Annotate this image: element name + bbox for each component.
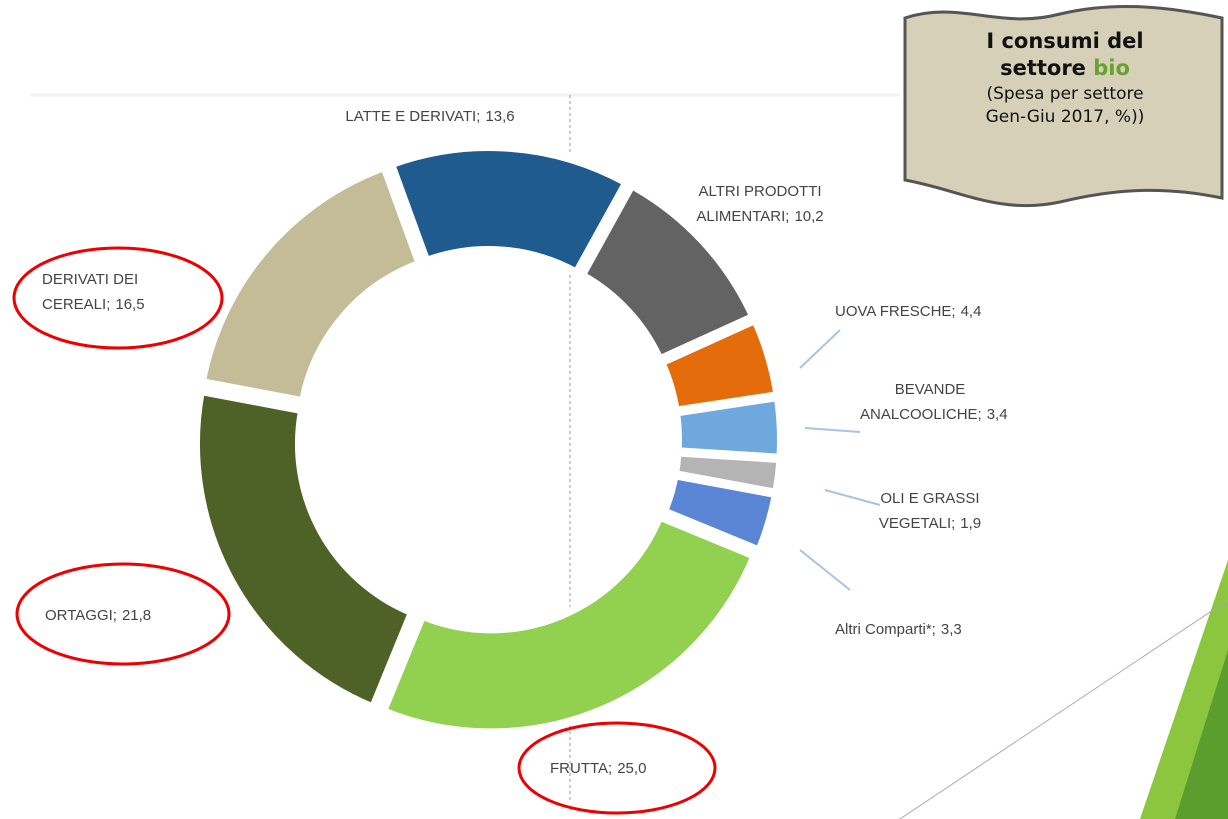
donut-segment	[191, 386, 418, 713]
category-label: DERIVATI DEI CEREALI;	[42, 271, 139, 313]
donut-segment	[671, 392, 785, 463]
highlight-ellipse	[517, 721, 717, 815]
value-label: 3,4	[986, 405, 1008, 423]
leader-line	[799, 329, 841, 369]
title-line: settore bio	[905, 55, 1225, 82]
value-label: 1,9	[960, 514, 982, 532]
decor-line	[899, 599, 1228, 819]
category-label: ALTRI PRODOTTI ALIMENTARI;	[696, 183, 822, 225]
annotations	[12, 246, 717, 815]
data-label: Altri Comparti*; 3,3	[835, 618, 1035, 643]
value-label: 13,6	[485, 108, 515, 125]
leader-lines	[799, 329, 881, 591]
value-label: 21,8	[121, 607, 152, 624]
value-label: 10,2	[794, 207, 824, 225]
value-label: 4,4	[960, 303, 982, 320]
value-label: 25,0	[617, 760, 647, 777]
category-label: OLI E GRASSI VEGETALI;	[878, 490, 980, 532]
title-box	[903, 4, 1224, 208]
title-highlight: bio	[1093, 56, 1130, 81]
data-label: OLI E GRASSI VEGETALI; 1,9	[860, 487, 1000, 537]
donut-segment	[658, 470, 781, 556]
decor-triangle	[1175, 650, 1228, 819]
data-label: ORTAGGI; 21,8	[45, 604, 225, 629]
donut-segment	[197, 161, 425, 406]
data-label: ALTRI PRODOTTI ALIMENTARI; 10,2	[655, 180, 865, 230]
category-label: FRUTTA;	[550, 760, 613, 777]
value-label: 3,3	[940, 621, 962, 638]
category-label: LATTE E DERIVATI;	[345, 108, 481, 125]
leader-line	[804, 427, 861, 433]
data-label: DERIVATI DEI CEREALI; 16,5	[42, 268, 202, 318]
category-label: BEVANDE ANALCOOLICHE;	[860, 381, 982, 423]
leader-line	[799, 549, 851, 591]
data-label: LATTE E DERIVATI; 13,6	[330, 105, 530, 130]
category-label: ORTAGGI;	[45, 607, 117, 624]
data-label: UOVA FRESCHE; 4,4	[835, 300, 1025, 325]
highlight-ellipse	[15, 562, 231, 666]
title: I consumi del	[986, 29, 1144, 53]
value-label: 16,5	[115, 295, 145, 313]
donut-segment	[386, 143, 632, 279]
category-label: UOVA FRESCHE;	[835, 303, 956, 320]
category-label: Altri Comparti*;	[835, 621, 936, 638]
donut-segment	[377, 511, 760, 737]
title-box-text: I consumi del settore bio (Spesa per set…	[905, 28, 1225, 208]
title: settore	[1000, 56, 1086, 81]
leader-line	[824, 489, 881, 506]
data-label: FRUTTA; 25,0	[550, 757, 700, 782]
subtitle: (Spesa per settore Gen-Giu 2017, %))	[985, 83, 1145, 127]
highlight-ellipse	[12, 246, 224, 350]
data-label: BEVANDE ANALCOOLICHE; 3,4	[860, 378, 1008, 428]
